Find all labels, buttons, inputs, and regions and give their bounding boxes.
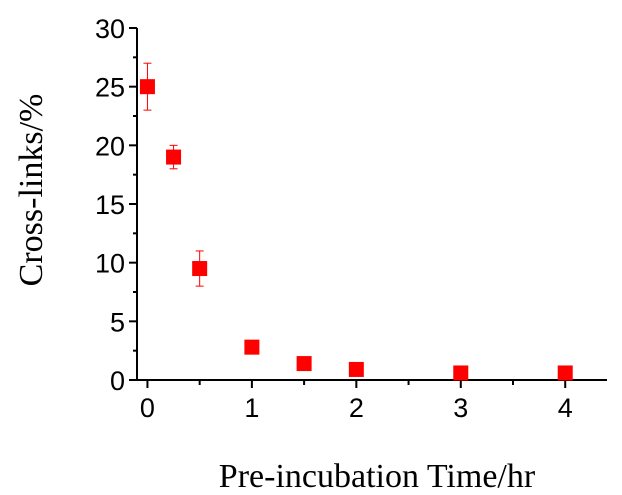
data-point (139, 79, 155, 95)
data-point (296, 356, 312, 372)
x-tick-label: 3 (453, 393, 468, 423)
x-axis-title: Pre-incubation Time/hr (219, 458, 536, 495)
plot-axes (136, 28, 607, 381)
y-tick-label: 0 (110, 366, 125, 396)
y-tick-label: 15 (95, 190, 125, 220)
data-point (192, 261, 208, 277)
x-tick-label: 1 (244, 393, 259, 423)
y-tick-label: 5 (110, 307, 125, 337)
data-point (244, 339, 260, 355)
data-point (348, 361, 364, 377)
y-axis-title: Cross-links/% (13, 94, 50, 287)
y-ticks: 0 5 10 15 20 25 30 (95, 14, 137, 396)
y-tick-label: 25 (95, 73, 125, 103)
data-point (557, 365, 573, 381)
error-bars (143, 62, 204, 287)
x-tick-label: 4 (558, 393, 573, 423)
data-point (166, 149, 182, 165)
y-tick-label: 20 (95, 131, 125, 161)
data-points (139, 79, 573, 381)
x-tick-label: 2 (349, 393, 364, 423)
y-tick-label: 30 (95, 14, 125, 44)
data-point (453, 365, 469, 381)
y-tick-label: 10 (95, 249, 125, 279)
x-ticks: 0 1 2 3 4 (140, 380, 573, 423)
x-tick-label: 0 (140, 393, 155, 423)
